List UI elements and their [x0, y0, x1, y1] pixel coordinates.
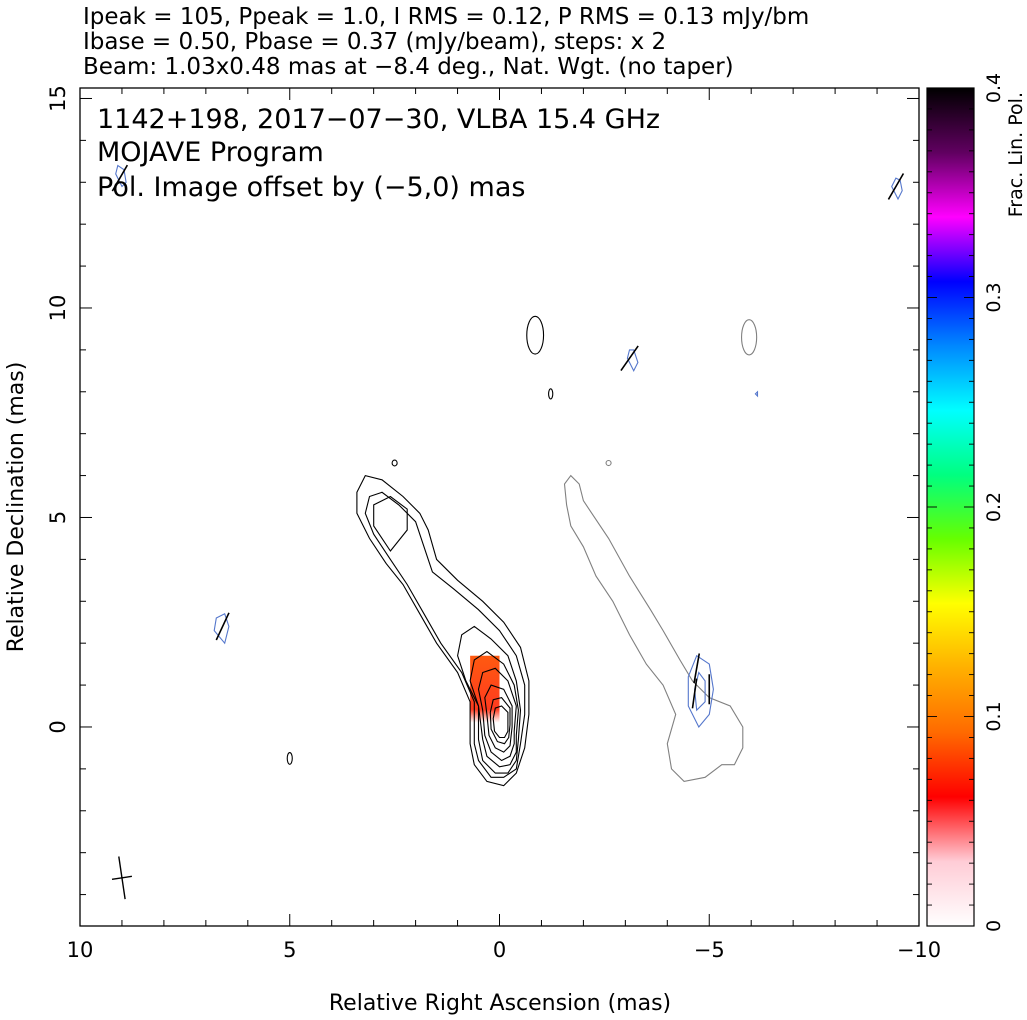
pol-image-component	[741, 319, 758, 356]
beam-minor-axis	[111, 875, 133, 880]
stokes-i-component	[286, 751, 293, 765]
pol-intensity-contour	[754, 390, 759, 398]
stokes-i-contour	[484, 684, 513, 753]
plot-content	[111, 164, 905, 900]
axis-ticks: 10 5 0 −5 −10 0 5 10 15	[46, 85, 941, 962]
evpa-vector	[887, 173, 905, 200]
stokes-i-contour	[356, 474, 530, 787]
chart-subtitle: MOJAVE Program	[97, 137, 324, 168]
plot-area: 10 5 0 −5 −10 0 5 10 15	[46, 85, 941, 962]
evpa-vector	[620, 345, 639, 372]
y-tick-label: 10	[46, 295, 70, 322]
pol-intensity-contour	[891, 177, 903, 201]
pol-intensity-contour	[213, 613, 230, 645]
stokes-i-contour	[489, 696, 511, 745]
stokes-i-component	[548, 388, 554, 400]
pol-intensity-contour	[115, 164, 127, 188]
y-tick-label: 15	[46, 85, 70, 112]
evpa-vector	[691, 678, 698, 709]
stokes-i-component	[391, 459, 398, 467]
colorbar-tick-label: 0.4	[983, 73, 1005, 103]
y-tick-label: 5	[46, 511, 70, 524]
colorbar-tick-label: 0.1	[983, 701, 1005, 731]
colorbar-tick-label: 0.3	[983, 282, 1005, 312]
pol-image-contour	[563, 474, 744, 782]
y-axis-label: Relative Declination (mas)	[4, 362, 29, 653]
stokes-i-component	[526, 315, 545, 355]
header-line-2: Ibase = 0.50, Pbase = 0.37 (mJy/beam), s…	[83, 29, 666, 55]
evpa-vector	[693, 653, 701, 684]
x-axis-label: Relative Right Ascension (mas)	[329, 991, 671, 1016]
colorbar: 0 0.1 0.2 0.3 0.4 Frac. Lin. Pol.	[926, 73, 1027, 932]
stokes-i-contour	[364, 491, 526, 778]
x-tick-label: −5	[694, 938, 725, 962]
pol-offset-annotation: Pol. Image offset by (−5,0) mas	[97, 172, 525, 203]
stokes-i-contour	[373, 495, 408, 552]
y-tick-label: 0	[46, 720, 70, 733]
pol-intensity-contour	[687, 654, 714, 728]
evpa-vector	[111, 164, 129, 192]
evpa-vector	[215, 612, 230, 641]
x-tick-label: −10	[897, 938, 941, 962]
header-line-1: Ipeak = 105, Ppeak = 1.0, I RMS = 0.12, …	[83, 4, 809, 30]
pol-image-component	[605, 459, 612, 467]
x-tick-label: 5	[283, 938, 296, 962]
colorbar-label: Frac. Lin. Pol.	[1005, 92, 1027, 217]
colorbar-tick-label: 0	[983, 920, 1005, 932]
header-line-3: Beam: 1.03x0.48 mas at −8.4 deg., Nat. W…	[83, 54, 734, 80]
chart-title: 1142+198, 2017−07−30, VLBA 15.4 GHz	[97, 104, 660, 135]
plot-frame	[79, 87, 920, 927]
stokes-i-contour	[457, 625, 522, 774]
stokes-i-contour	[469, 650, 519, 768]
x-tick-label: 10	[67, 938, 94, 962]
x-tick-label: 0	[493, 938, 506, 962]
colorbar-tick-label: 0.2	[983, 492, 1005, 522]
colorbar-ticks: 0 0.1 0.2 0.3 0.4	[927, 73, 1005, 932]
stokes-i-contour	[492, 705, 509, 739]
stokes-i-contour	[477, 667, 517, 762]
